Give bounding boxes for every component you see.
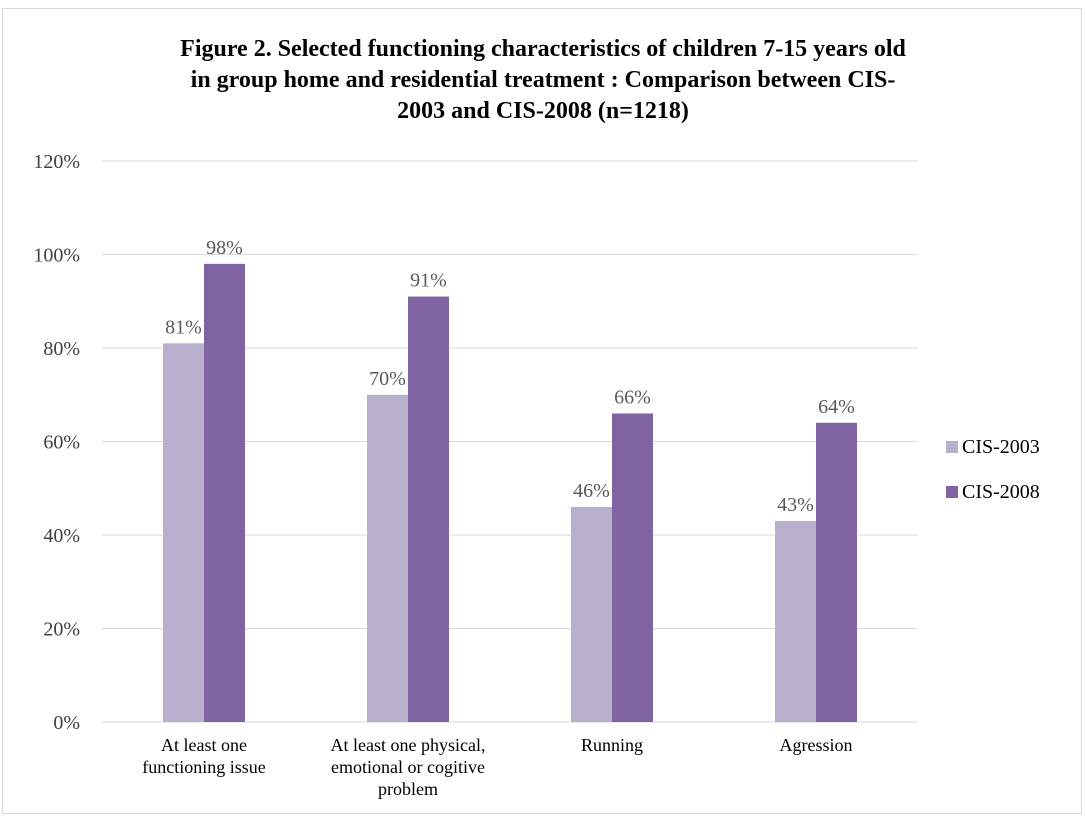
- y-tick-label: 60%: [43, 432, 80, 454]
- chart-title-line: 2003 and CIS-2008 (n=1218): [397, 98, 689, 124]
- data-label: 70%: [369, 368, 406, 390]
- data-label: 81%: [165, 316, 202, 338]
- bar-cis-2003: [163, 343, 204, 722]
- y-tick-label: 100%: [33, 245, 80, 267]
- chart-title-line: Figure 2. Selected functioning character…: [180, 36, 906, 62]
- x-category-label: problem: [378, 779, 438, 799]
- bar-cis-2008: [204, 263, 245, 722]
- legend: CIS-2003 CIS-2008: [946, 436, 1040, 503]
- legend-swatch: [946, 441, 958, 453]
- x-category-label: Running: [581, 735, 643, 755]
- x-category-label: At least one: [161, 735, 247, 755]
- x-category-label: Agression: [780, 735, 853, 755]
- data-label: 46%: [573, 480, 610, 502]
- y-tick-label: 120%: [33, 151, 80, 173]
- chart-title-line: in group home and residential treatment …: [191, 67, 896, 93]
- x-category-label: At least one physical,: [331, 735, 486, 755]
- x-category-label: functioning issue: [142, 757, 266, 777]
- legend-label: CIS-2008: [962, 481, 1040, 503]
- data-label: 64%: [818, 396, 855, 418]
- chart-title: Figure 2. Selected functioning character…: [180, 36, 906, 124]
- y-tick-label: 0%: [53, 712, 80, 734]
- data-labels: 81% 98% 70% 91% 46% 66% 43% 64%: [165, 237, 855, 516]
- bars: [163, 263, 857, 722]
- legend-swatch: [946, 486, 958, 498]
- bar-cis-2003: [367, 394, 408, 722]
- x-category-label: emotional or cogitive: [331, 757, 485, 777]
- y-axis-ticks: 0% 20% 40% 60% 80% 100% 120%: [33, 151, 80, 734]
- y-tick-label: 20%: [43, 619, 80, 641]
- data-label: 43%: [777, 494, 814, 516]
- bar-cis-2003: [571, 506, 612, 722]
- bar-cis-2008: [816, 422, 857, 722]
- data-label: 91%: [410, 270, 447, 292]
- y-tick-label: 80%: [43, 338, 80, 360]
- bar-cis-2003: [775, 520, 816, 722]
- data-label: 98%: [206, 237, 243, 259]
- legend-label: CIS-2003: [962, 436, 1040, 458]
- bar-cis-2008: [408, 296, 449, 722]
- data-label: 66%: [614, 386, 651, 408]
- bar-cis-2008: [612, 413, 653, 722]
- y-tick-label: 40%: [43, 525, 80, 547]
